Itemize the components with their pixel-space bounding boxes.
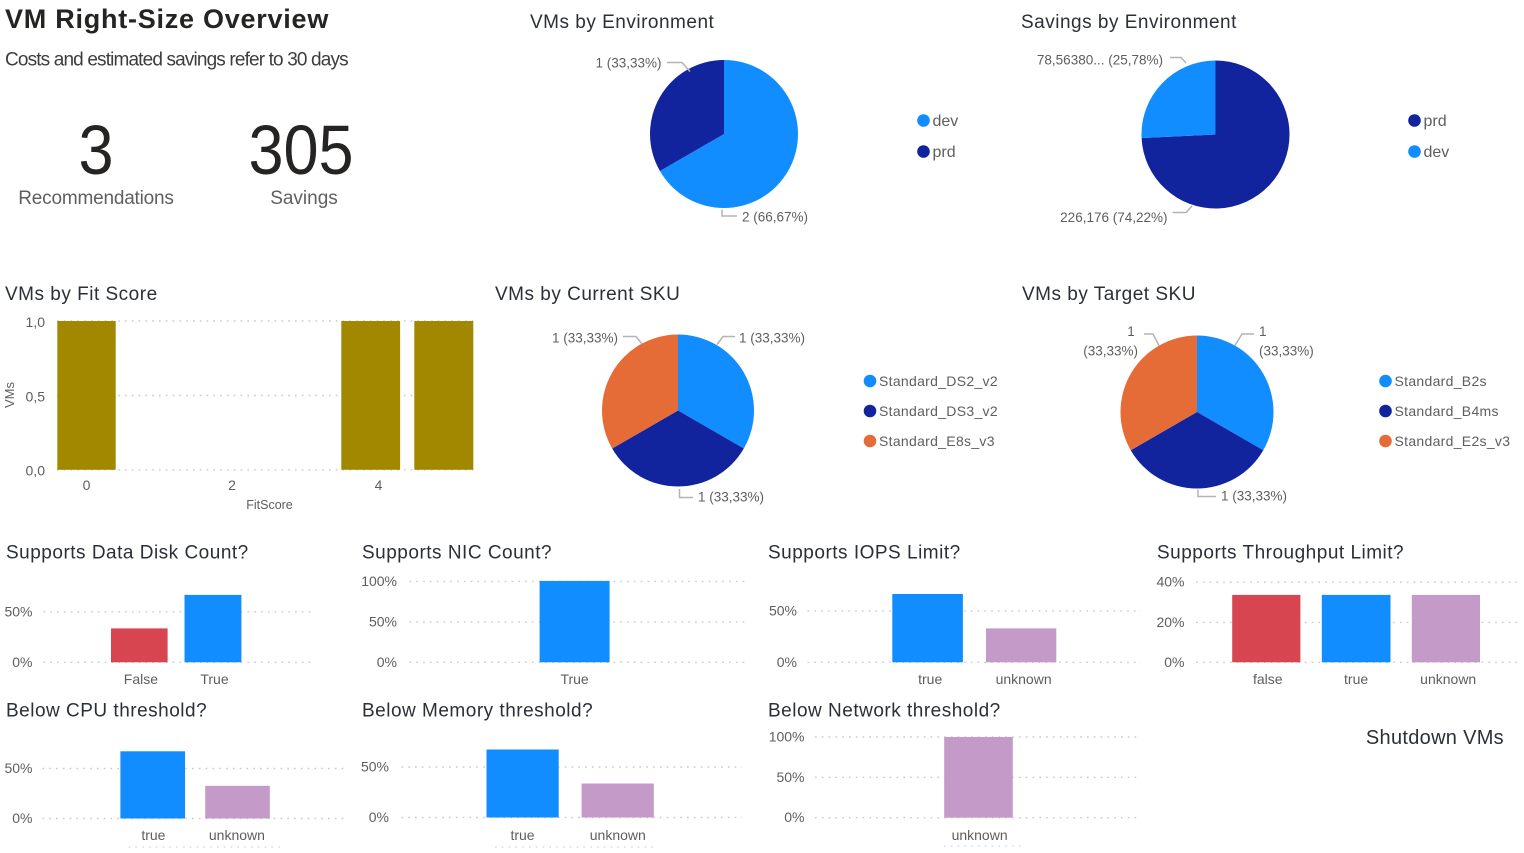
svg-text:unknown: unknown	[996, 671, 1052, 687]
svg-text:1: 1	[1127, 324, 1135, 339]
svg-text:Standard_E2s_v3: Standard_E2s_v3	[1395, 433, 1511, 449]
svg-text:0%: 0%	[369, 809, 389, 825]
svg-text:false: false	[1253, 671, 1283, 687]
svg-text:Below Network threshold?: Below Network threshold?	[768, 701, 1001, 722]
svg-text:50%: 50%	[776, 769, 804, 785]
svg-text:VMs by Current SKU: VMs by Current SKU	[495, 284, 680, 305]
svg-text:Standard_B2s: Standard_B2s	[1395, 373, 1487, 389]
svg-text:(33,33%): (33,33%)	[1259, 344, 1314, 359]
svg-text:true: true	[918, 671, 942, 687]
svg-text:0%: 0%	[377, 654, 397, 670]
svg-text:VM Right-Size Overview: VM Right-Size Overview	[5, 4, 329, 34]
svg-text:1 (33,33%): 1 (33,33%)	[739, 331, 805, 346]
svg-text:0%: 0%	[1164, 654, 1184, 670]
svg-text:1,0: 1,0	[26, 314, 46, 330]
svg-text:305: 305	[248, 112, 353, 190]
svg-text:1: 1	[1259, 324, 1267, 339]
svg-text:prd: prd	[1424, 113, 1447, 130]
svg-text:Shutdown VMs: Shutdown VMs	[1366, 727, 1504, 749]
svg-text:Standard_DS2_v2: Standard_DS2_v2	[879, 373, 998, 389]
svg-text:0: 0	[83, 477, 91, 493]
svg-text:prd: prd	[933, 144, 956, 161]
svg-text:Below CPU threshold?: Below CPU threshold?	[6, 701, 207, 722]
svg-text:Standard_DS3_v2: Standard_DS3_v2	[879, 403, 998, 419]
svg-text:50%: 50%	[4, 603, 32, 619]
svg-text:0,5: 0,5	[26, 389, 46, 405]
svg-text:dev: dev	[933, 113, 959, 130]
svg-text:50%: 50%	[4, 760, 32, 776]
svg-text:50%: 50%	[369, 613, 397, 629]
svg-text:unknown: unknown	[952, 827, 1008, 843]
svg-text:VMs by Target SKU: VMs by Target SKU	[1022, 284, 1196, 305]
svg-text:0%: 0%	[777, 654, 797, 670]
svg-text:VMs by Fit Score: VMs by Fit Score	[5, 284, 158, 305]
svg-text:100%: 100%	[361, 573, 397, 589]
svg-text:False: False	[124, 671, 158, 687]
svg-text:VMs: VMs	[2, 382, 17, 409]
svg-text:2: 2	[228, 477, 236, 493]
svg-text:Recommendations: Recommendations	[18, 188, 173, 209]
svg-text:1 (33,33%): 1 (33,33%)	[552, 331, 618, 346]
svg-text:Below Memory threshold?: Below Memory threshold?	[362, 701, 593, 722]
svg-text:1 (33,33%): 1 (33,33%)	[595, 56, 661, 71]
svg-text:0%: 0%	[784, 809, 804, 825]
svg-text:unknown: unknown	[590, 827, 646, 843]
svg-text:Savings: Savings	[270, 188, 338, 209]
svg-text:Costs and estimated savings re: Costs and estimated savings refer to 30 …	[5, 50, 348, 71]
svg-text:unknown: unknown	[209, 827, 265, 843]
svg-text:Supports NIC Count?: Supports NIC Count?	[362, 543, 552, 564]
svg-text:1 (33,33%): 1 (33,33%)	[698, 490, 764, 505]
svg-text:unknown: unknown	[1420, 671, 1476, 687]
svg-text:Savings by Environment: Savings by Environment	[1021, 12, 1237, 33]
svg-text:true: true	[1344, 671, 1368, 687]
svg-text:0%: 0%	[12, 654, 32, 670]
svg-text:(33,33%): (33,33%)	[1083, 344, 1138, 359]
svg-text:Supports Data Disk Count?: Supports Data Disk Count?	[6, 543, 249, 564]
svg-text:226,176 (74,22%): 226,176 (74,22%)	[1060, 210, 1167, 225]
svg-text:true: true	[510, 827, 534, 843]
svg-text:50%: 50%	[769, 602, 797, 618]
svg-text:1 (33,33%): 1 (33,33%)	[1221, 489, 1287, 504]
svg-text:4: 4	[375, 477, 383, 493]
svg-text:Standard_E8s_v3: Standard_E8s_v3	[879, 433, 995, 449]
svg-text:Standard_B4ms: Standard_B4ms	[1395, 403, 1499, 419]
svg-text:True: True	[560, 671, 588, 687]
svg-text:40%: 40%	[1156, 574, 1184, 590]
svg-text:100%: 100%	[769, 729, 805, 745]
svg-text:dev: dev	[1424, 144, 1450, 161]
svg-text:FitScore: FitScore	[246, 498, 293, 512]
svg-text:Supports IOPS Limit?: Supports IOPS Limit?	[768, 543, 961, 564]
svg-text:20%: 20%	[1156, 614, 1184, 630]
svg-text:50%: 50%	[361, 759, 389, 775]
svg-text:2 (66,67%): 2 (66,67%)	[742, 210, 808, 225]
svg-text:Supports Throughput Limit?: Supports Throughput Limit?	[1157, 543, 1404, 564]
svg-text:true: true	[141, 827, 165, 843]
svg-text:0,0: 0,0	[26, 463, 46, 479]
svg-text:0%: 0%	[12, 810, 32, 826]
svg-text:VMs by Environment: VMs by Environment	[530, 12, 715, 33]
svg-text:True: True	[200, 671, 228, 687]
svg-text:3: 3	[78, 112, 113, 190]
svg-text:78,56380... (25,78%): 78,56380... (25,78%)	[1037, 53, 1163, 68]
